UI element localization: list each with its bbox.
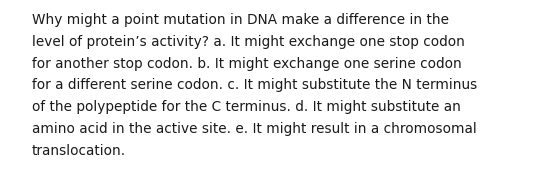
Text: for a different serine codon. c. It might substitute the N terminus: for a different serine codon. c. It migh… — [32, 78, 477, 92]
Text: Why might a point mutation in DNA make a difference in the: Why might a point mutation in DNA make a… — [32, 13, 449, 27]
Text: amino acid in the active site. e. It might result in a chromosomal: amino acid in the active site. e. It mig… — [32, 122, 477, 136]
Text: for another stop codon. b. It might exchange one serine codon: for another stop codon. b. It might exch… — [32, 57, 462, 71]
Text: of the polypeptide for the C terminus. d. It might substitute an: of the polypeptide for the C terminus. d… — [32, 100, 461, 114]
Text: level of protein’s activity? a. It might exchange one stop codon: level of protein’s activity? a. It might… — [32, 35, 465, 49]
Text: translocation.: translocation. — [32, 144, 126, 158]
